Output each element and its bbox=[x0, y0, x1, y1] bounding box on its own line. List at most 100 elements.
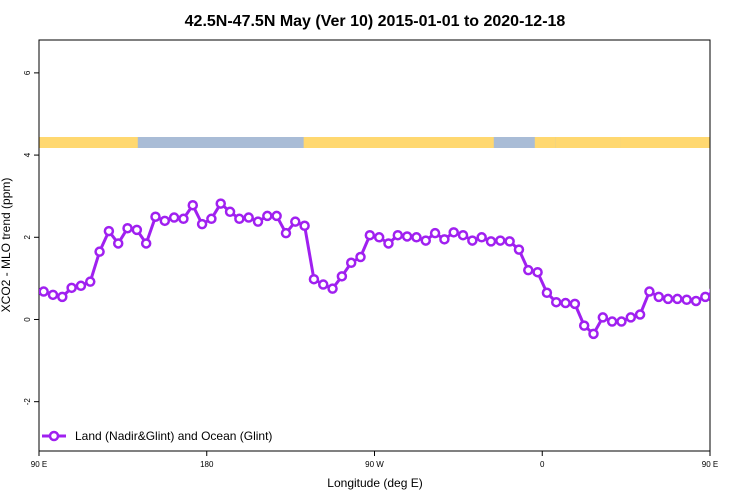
data-point bbox=[467, 235, 478, 246]
x-tick-label: 90 E bbox=[702, 460, 718, 469]
data-point bbox=[159, 215, 171, 227]
data-point bbox=[252, 216, 264, 227]
data-point bbox=[66, 282, 77, 294]
data-point bbox=[271, 210, 282, 222]
data-point bbox=[476, 232, 487, 243]
legend: Land (Nadir&Glint) and Ocean (Glint) bbox=[42, 429, 272, 443]
data-point bbox=[75, 280, 87, 292]
data-point bbox=[457, 229, 469, 241]
data-point bbox=[168, 212, 180, 223]
y-tick-label: -2 bbox=[23, 398, 32, 406]
x-tick-label: 90 W bbox=[365, 460, 384, 469]
x-tick-label: 0 bbox=[540, 460, 545, 469]
land-segment bbox=[555, 137, 621, 148]
data-point bbox=[616, 316, 627, 327]
data-point bbox=[672, 293, 683, 305]
data-point bbox=[39, 286, 49, 297]
data-point bbox=[495, 235, 506, 246]
data-point bbox=[327, 283, 338, 294]
data-point bbox=[317, 279, 329, 290]
data-point bbox=[690, 295, 702, 307]
data-point bbox=[345, 257, 357, 269]
data-point bbox=[541, 287, 553, 299]
land-segment bbox=[620, 137, 710, 148]
y-tick-label: 6 bbox=[23, 70, 32, 75]
data-point bbox=[94, 246, 105, 257]
data-point bbox=[597, 312, 609, 323]
data-point bbox=[206, 213, 217, 225]
data-point bbox=[588, 328, 599, 340]
data-point bbox=[662, 293, 674, 305]
data-point bbox=[280, 227, 292, 239]
data-point bbox=[290, 216, 301, 227]
data-point bbox=[411, 232, 422, 243]
data-point bbox=[243, 212, 254, 223]
legend-label: Land (Nadir&Glint) and Ocean (Glint) bbox=[75, 429, 272, 443]
data-point bbox=[262, 210, 273, 222]
data-point bbox=[513, 244, 525, 255]
x-tick-label: 180 bbox=[200, 460, 214, 469]
data-point bbox=[429, 227, 441, 239]
data-point bbox=[122, 222, 133, 234]
data-point bbox=[383, 238, 394, 249]
data-point bbox=[448, 227, 459, 238]
land-segment bbox=[303, 137, 494, 148]
data-point bbox=[234, 213, 245, 225]
data-point bbox=[644, 286, 655, 297]
data-point bbox=[729, 292, 737, 300]
data-point bbox=[224, 206, 236, 218]
data-point bbox=[401, 231, 413, 242]
data-point bbox=[215, 198, 226, 209]
data-point bbox=[532, 266, 543, 278]
data-point bbox=[523, 264, 534, 276]
y-tick-label: 4 bbox=[23, 152, 32, 157]
y-axis-ticks: -2 0 2 4 6 bbox=[23, 70, 39, 405]
data-point bbox=[131, 224, 143, 236]
data-point bbox=[112, 238, 124, 249]
data-point bbox=[550, 296, 562, 308]
data-point bbox=[178, 213, 189, 225]
data-point bbox=[606, 316, 618, 327]
y-axis-label: XCO2 - MLO trend (ppm) bbox=[0, 178, 13, 313]
data-point bbox=[392, 229, 404, 241]
y-tick-label: 2 bbox=[23, 235, 32, 240]
chart-title: 42.5N-47.5N May (Ver 10) 2015-01-01 to 2… bbox=[185, 13, 566, 30]
data-point bbox=[634, 309, 646, 320]
data-point bbox=[560, 297, 571, 309]
data-point bbox=[739, 283, 747, 291]
data-point bbox=[653, 291, 664, 303]
data-point bbox=[196, 218, 208, 230]
data-point bbox=[103, 225, 115, 237]
surface-type-strip bbox=[39, 137, 710, 148]
x-tick-label: 90 E bbox=[31, 460, 47, 469]
data-point bbox=[355, 251, 366, 263]
data-point bbox=[336, 271, 348, 282]
data-point bbox=[504, 236, 515, 247]
legend-swatch-marker bbox=[48, 430, 60, 442]
data-point bbox=[720, 290, 728, 298]
data-point bbox=[700, 291, 710, 303]
land-segment bbox=[534, 137, 556, 148]
series-group bbox=[39, 198, 747, 340]
plot-frame bbox=[38, 39, 711, 452]
data-point bbox=[485, 236, 497, 247]
y-tick-label: 0 bbox=[23, 317, 32, 322]
data-point bbox=[578, 320, 590, 331]
data-point bbox=[420, 235, 432, 246]
x-axis-label: Longitude (deg E) bbox=[327, 476, 422, 490]
data-point bbox=[150, 211, 161, 222]
data-point bbox=[140, 238, 152, 249]
data-point bbox=[308, 273, 320, 285]
data-point bbox=[373, 232, 385, 243]
data-point bbox=[299, 220, 310, 232]
data-point bbox=[85, 276, 96, 287]
data-point bbox=[57, 291, 68, 303]
data-point bbox=[439, 234, 450, 245]
data-point bbox=[625, 312, 637, 323]
data-point bbox=[364, 229, 376, 241]
x-axis-ticks: 90 E 180 90 W 0 90 E bbox=[31, 451, 718, 469]
data-point bbox=[569, 298, 581, 310]
data-point bbox=[681, 294, 692, 306]
data-point bbox=[187, 199, 199, 211]
